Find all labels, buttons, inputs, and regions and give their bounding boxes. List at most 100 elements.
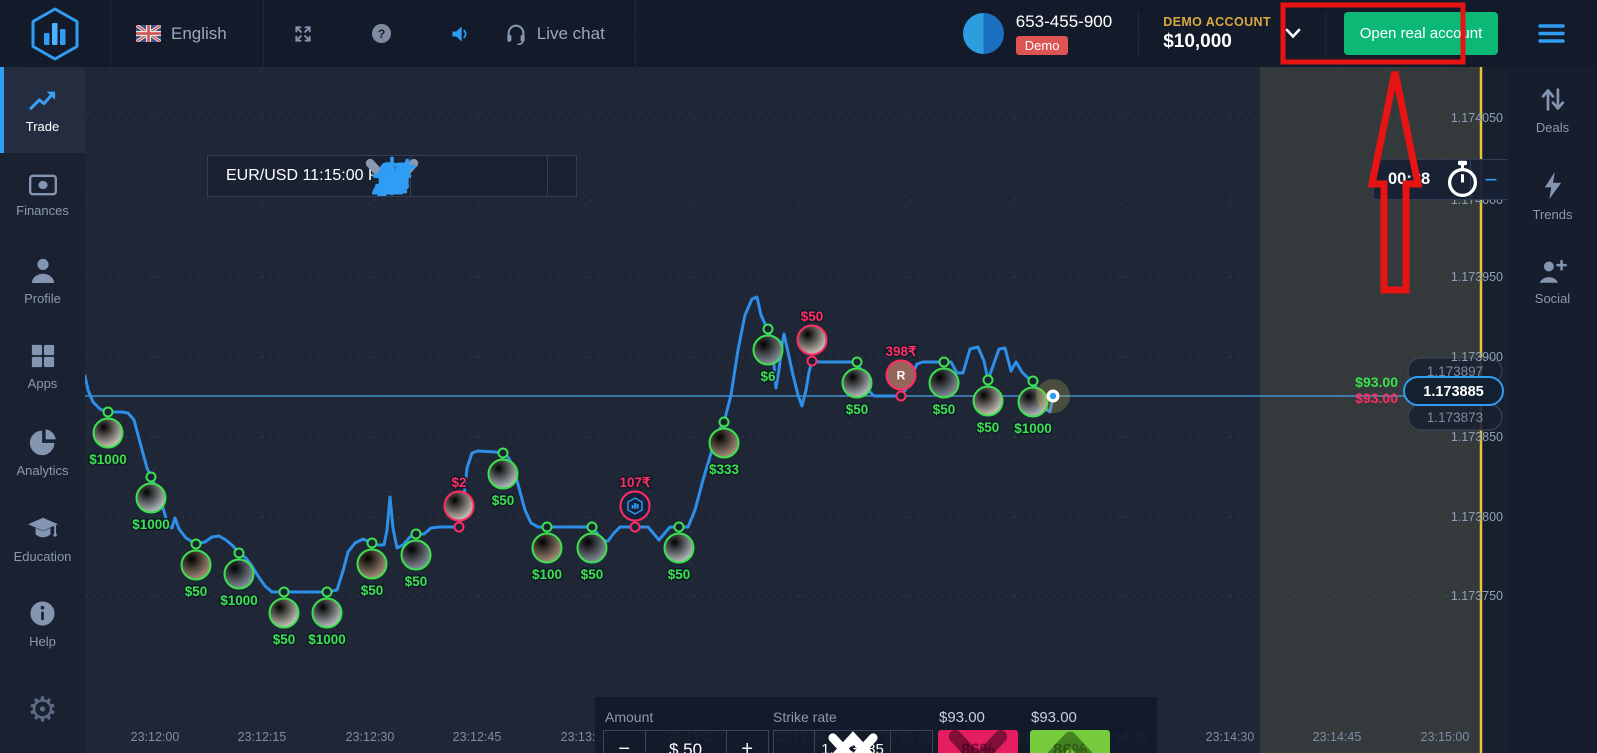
buy-trade-marker[interactable]: $50 [180, 538, 212, 601]
fullscreen-button[interactable] [264, 24, 342, 44]
trader-avatar[interactable] [708, 427, 740, 459]
trade-amount-label: $50 [933, 402, 956, 417]
person-icon [31, 258, 54, 283]
sidebar-item-education[interactable]: Education [0, 496, 85, 582]
amount-increase-button[interactable]: + [741, 738, 754, 753]
account-selector[interactable]: DEMO ACCOUNT $10,000 [1139, 15, 1325, 53]
trader-avatar[interactable] [487, 458, 519, 490]
sell-trade-marker[interactable]: R 398₹ [884, 343, 918, 402]
trade-amount-label: $50 [405, 574, 428, 589]
trade-amount-label: $50 [581, 567, 604, 582]
buy-trade-marker[interactable]: $1000 [219, 547, 259, 610]
trader-avatar[interactable] [92, 417, 124, 449]
sound-button[interactable] [421, 24, 499, 44]
headset-icon [507, 24, 525, 45]
trade-amount-label: $100 [532, 567, 562, 582]
buy-trade-marker[interactable]: $50 [928, 356, 960, 419]
strike-decrease-button[interactable] [774, 731, 878, 753]
top-bar: English ? Live chat 653-455-900 Demo DEM… [0, 0, 1597, 67]
trader-avatar[interactable] [885, 359, 917, 391]
pie-chart-icon [29, 429, 56, 455]
sidebar-item-settings[interactable]: ⚙ [0, 667, 85, 753]
buy-trade-marker[interactable]: $1000 [307, 586, 347, 649]
buy-trade-marker[interactable]: $50 [972, 374, 1004, 437]
buy-trade-marker[interactable]: $50 [268, 586, 300, 649]
sidebar-item-help[interactable]: Help [0, 582, 85, 668]
user-avatar[interactable] [962, 13, 1004, 54]
gear-icon: ⚙ [27, 691, 58, 730]
strike-rate-label: Strike rate [773, 709, 837, 725]
trader-avatar[interactable] [531, 532, 563, 564]
hamburger-icon [1538, 24, 1565, 43]
chart-area[interactable]: $1000 $1000 $50 $1000 $50 $1000 $50 $50 $2 $50 $10… [85, 67, 1552, 753]
trader-avatar[interactable] [576, 532, 608, 564]
trade-amount-label: $50 [361, 583, 384, 598]
sidebar-item-apps[interactable]: Apps [0, 324, 85, 410]
trader-avatar[interactable] [400, 539, 432, 571]
trader-avatar[interactable] [135, 482, 167, 514]
trader-avatar[interactable] [796, 324, 828, 356]
buy-trade-marker[interactable]: $50 [356, 537, 388, 600]
time-axis-label: 23:14:45 [1313, 730, 1362, 744]
buy-trade-marker[interactable]: $1000 [88, 406, 128, 469]
buy-trade-marker[interactable]: $6 [752, 323, 784, 386]
sidebar-item-deals[interactable]: Deals [1508, 67, 1597, 153]
buy-trade-marker[interactable]: $50 [841, 356, 873, 419]
trader-avatar[interactable] [972, 385, 1004, 417]
price-axis-label: 1.173900 [1451, 350, 1503, 364]
trader-avatar[interactable] [311, 597, 343, 629]
account-info[interactable]: 653-455-900 Demo [1015, 12, 1112, 55]
trader-avatar[interactable] [752, 334, 784, 366]
strike-increase-button[interactable] [832, 731, 932, 753]
trader-avatar[interactable] [223, 558, 255, 590]
sidebar-item-trends[interactable]: Trends [1508, 153, 1597, 239]
menu-button[interactable] [1498, 23, 1597, 44]
trade-amount-label: $50 [977, 420, 1000, 435]
price-axis-label: 1.174050 [1451, 111, 1503, 125]
live-chat-button[interactable]: Live chat [499, 22, 635, 45]
buy-trade-marker[interactable]: $50 [400, 528, 432, 591]
buy-button[interactable]: 86% [1030, 730, 1110, 753]
sell-button[interactable]: 86% [938, 730, 1018, 753]
buy-trade-marker[interactable]: $50 [576, 521, 608, 584]
sidebar-item-social[interactable]: Social [1508, 239, 1597, 325]
chevron-down-icon [828, 733, 878, 753]
trader-avatar[interactable] [268, 597, 300, 629]
amount-decrease-button[interactable]: − [604, 731, 646, 753]
trade-amount-label: $1000 [220, 593, 258, 608]
sidebar-item-analytics[interactable]: Analytics [0, 410, 85, 496]
trader-avatar[interactable] [1017, 386, 1049, 418]
graduation-cap-icon [27, 517, 58, 537]
trader-avatar[interactable] [663, 532, 695, 564]
sidebar-item-trade[interactable]: Trade [0, 67, 85, 153]
trader-avatar[interactable] [928, 367, 960, 399]
trader-avatar[interactable] [443, 490, 475, 522]
buy-trade-marker[interactable]: $50 [487, 447, 519, 510]
amount-stepper: − $ 50 + [603, 730, 769, 753]
sidebar-item-finances[interactable]: Finances [0, 153, 85, 239]
help-button[interactable]: ? [342, 23, 421, 44]
trader-avatar[interactable] [180, 549, 212, 581]
uk-flag-icon [136, 25, 161, 42]
open-real-account-button[interactable]: Open real account [1344, 12, 1498, 55]
app-logo[interactable] [0, 6, 110, 62]
sell-trade-marker[interactable]: $2 [443, 474, 475, 533]
buy-trade-marker[interactable]: $100 [530, 521, 564, 584]
sidebar-item-profile[interactable]: Profile [0, 239, 85, 325]
buy-trade-marker[interactable]: $50 [663, 521, 695, 584]
sidebar-item-label: Trade [25, 118, 60, 134]
language-selector[interactable]: English [111, 24, 263, 44]
sell-trade-marker[interactable]: 107₹ [618, 474, 652, 533]
buy-trade-marker[interactable]: $1000 [131, 471, 171, 534]
trade-panel: Amount − $ 50 + Strike rate 1.173885 $93… [595, 697, 1157, 753]
sell-trade-marker[interactable]: $50 [796, 308, 828, 367]
buy-trade-marker[interactable]: $1000 [1013, 375, 1053, 438]
layout-tool[interactable] [378, 156, 576, 196]
price-line [85, 295, 1055, 594]
trade-amount-label: $1000 [308, 632, 346, 647]
timer-decrease-button[interactable]: − [1484, 167, 1498, 192]
buy-trade-marker[interactable]: $333 [707, 416, 741, 479]
sidebar-item-label: Analytics [16, 462, 69, 478]
trader-avatar[interactable] [356, 548, 388, 580]
trader-avatar[interactable] [841, 367, 873, 399]
